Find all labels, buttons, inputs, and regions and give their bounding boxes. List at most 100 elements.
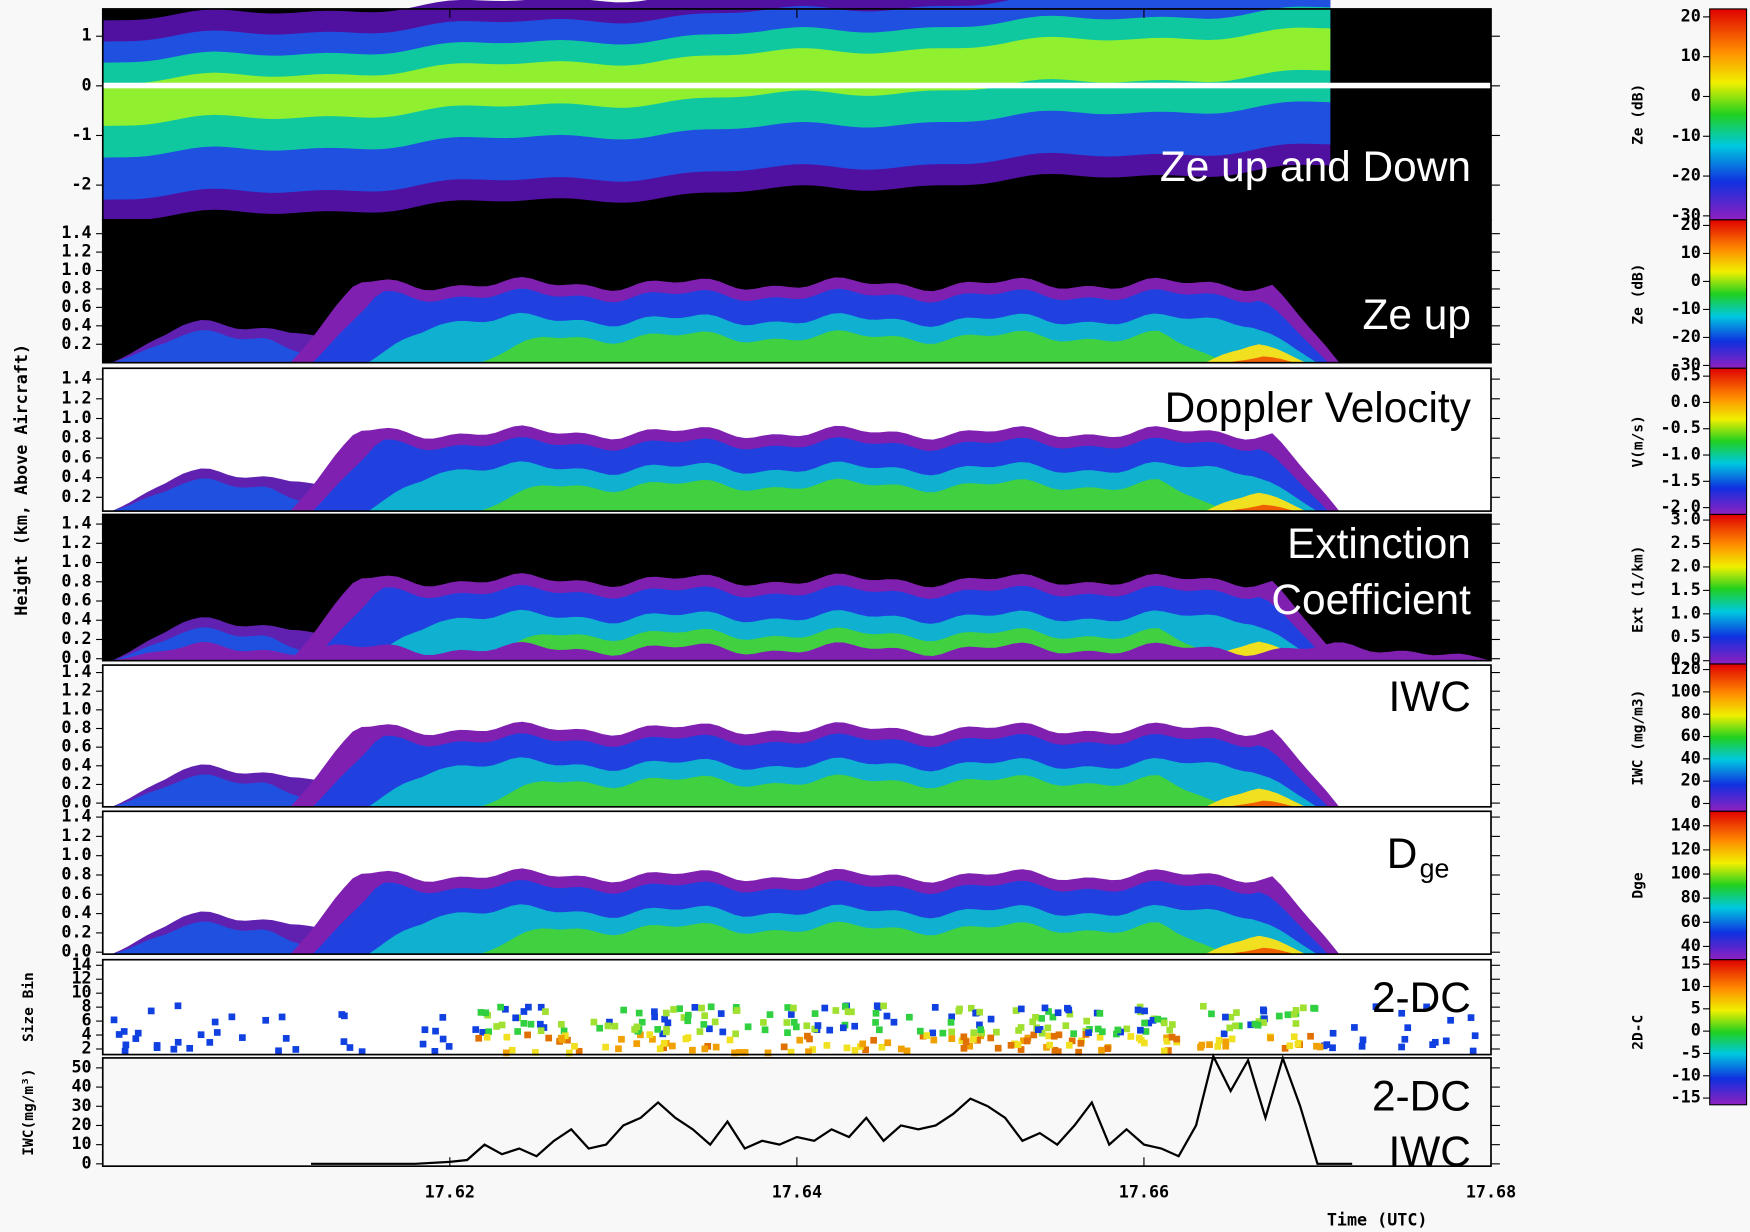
image-cell bbox=[1114, 1026, 1122, 1034]
image-layer bbox=[1227, 504, 1295, 512]
heatmap-image bbox=[102, 573, 1492, 661]
image-cell bbox=[811, 1010, 819, 1017]
y-tick-label: 0.2 bbox=[61, 628, 91, 648]
image-cell bbox=[565, 1049, 573, 1057]
y-tick-label: 0.4 bbox=[61, 902, 91, 922]
y-tick-label: 0.8 bbox=[61, 277, 91, 297]
image-cell bbox=[662, 1009, 670, 1017]
y-tick-label: 8 bbox=[82, 996, 92, 1016]
image-cell bbox=[804, 1032, 811, 1040]
image-cell bbox=[482, 1009, 490, 1017]
image-cell bbox=[726, 1036, 734, 1044]
colorbar-tick-label: -2.0 bbox=[1661, 496, 1701, 516]
panel-label: D bbox=[1387, 830, 1418, 877]
image-cell bbox=[520, 1008, 528, 1015]
image-cell bbox=[1113, 1030, 1120, 1038]
image-cell bbox=[122, 1041, 130, 1049]
heatmap-image bbox=[111, 425, 1340, 512]
image-cell bbox=[1404, 1024, 1412, 1032]
panel-label: Coefficient bbox=[1271, 576, 1471, 623]
image-line bbox=[102, 82, 1492, 89]
y-tick-label: 1.4 bbox=[61, 806, 91, 826]
image-cell bbox=[1066, 1010, 1074, 1018]
image-cell bbox=[1351, 1024, 1358, 1031]
image-cell bbox=[1294, 1040, 1302, 1048]
colorbar bbox=[1709, 219, 1748, 369]
colorbar-tick-label: 60 bbox=[1681, 725, 1701, 745]
y-tick-label: 0.4 bbox=[61, 754, 91, 774]
image-cell bbox=[590, 1018, 598, 1026]
y-tick-label: 1.4 bbox=[61, 368, 91, 388]
image-cell bbox=[872, 1019, 879, 1026]
y-tick-label: 1.0 bbox=[61, 259, 91, 279]
image-cell bbox=[1149, 1016, 1157, 1024]
image-cell bbox=[1041, 1004, 1049, 1012]
image-cell bbox=[646, 1031, 654, 1039]
image-cell bbox=[596, 1024, 604, 1032]
image-cell bbox=[948, 1035, 956, 1042]
image-cell bbox=[1017, 1046, 1025, 1053]
image-cell bbox=[1054, 1009, 1062, 1017]
image-cell bbox=[498, 1021, 506, 1029]
image-cell bbox=[987, 1034, 995, 1042]
image-cell bbox=[826, 1026, 834, 1034]
image-cell bbox=[784, 1029, 791, 1037]
image-cell bbox=[1166, 1026, 1174, 1034]
image-cell bbox=[676, 1005, 683, 1013]
image-cell bbox=[741, 1049, 749, 1056]
image-cell bbox=[472, 1026, 480, 1033]
y-tick-label: 6 bbox=[82, 1010, 92, 1030]
image-cell bbox=[884, 1039, 892, 1047]
y-tick-label: 1.4 bbox=[61, 222, 91, 242]
image-cell bbox=[153, 1042, 161, 1049]
colorbar-tick-label: 120 bbox=[1671, 838, 1701, 858]
colorbar-tick-label: 0 bbox=[1691, 792, 1701, 812]
image-cell bbox=[1447, 1016, 1454, 1024]
image-cell bbox=[493, 1023, 501, 1030]
image-cell bbox=[1020, 1037, 1027, 1045]
image-cell bbox=[977, 1026, 985, 1034]
image-cell bbox=[1316, 1043, 1324, 1051]
image-band bbox=[102, 27, 1331, 126]
image-cell bbox=[733, 1007, 741, 1014]
colorbar-tick-label: -10 bbox=[1671, 298, 1701, 318]
image-cell bbox=[1044, 1024, 1052, 1032]
image-cell bbox=[1469, 1047, 1477, 1055]
image-cell bbox=[1141, 1007, 1148, 1015]
image-cell bbox=[537, 1003, 545, 1011]
image-cell bbox=[1165, 1047, 1172, 1054]
image-cell bbox=[1163, 1034, 1170, 1042]
image-cell bbox=[1045, 1032, 1053, 1040]
image-cell bbox=[558, 1020, 565, 1028]
panel-label: Extinction bbox=[1287, 520, 1471, 567]
y-tick-label: 0.4 bbox=[61, 314, 91, 334]
image-cell bbox=[1254, 1021, 1262, 1029]
y-tick-label: 14 bbox=[71, 954, 91, 974]
y-tick-label: 12 bbox=[71, 968, 91, 988]
heatmap-image bbox=[110, 1002, 1479, 1057]
image-cell bbox=[809, 1046, 816, 1053]
colorbar-tick-label: 60 bbox=[1681, 911, 1701, 931]
image-cell bbox=[660, 1039, 668, 1047]
image-cell bbox=[790, 1004, 797, 1012]
image-cell bbox=[527, 1020, 535, 1028]
y-tick-label: 0.2 bbox=[61, 773, 91, 793]
image-cell bbox=[764, 1049, 772, 1057]
image-cell bbox=[1300, 1004, 1307, 1012]
colorbar-tick-label: 100 bbox=[1671, 863, 1701, 883]
image-cell bbox=[1247, 1021, 1255, 1029]
image-cell bbox=[930, 1036, 938, 1044]
image-cell bbox=[132, 1035, 140, 1042]
colorbar-tick-label: -30 bbox=[1671, 354, 1701, 374]
image-cell bbox=[483, 1033, 491, 1041]
image-layer bbox=[111, 774, 335, 807]
image-layer bbox=[1227, 947, 1295, 955]
image-cell bbox=[1208, 1010, 1215, 1018]
image-cell bbox=[960, 1033, 968, 1041]
image-cell bbox=[1030, 1031, 1038, 1039]
colorbar bbox=[1709, 367, 1748, 516]
image-cell bbox=[651, 1008, 658, 1016]
image-cell bbox=[1401, 1035, 1409, 1043]
colorbar-tick-label: -0.5 bbox=[1661, 417, 1701, 437]
